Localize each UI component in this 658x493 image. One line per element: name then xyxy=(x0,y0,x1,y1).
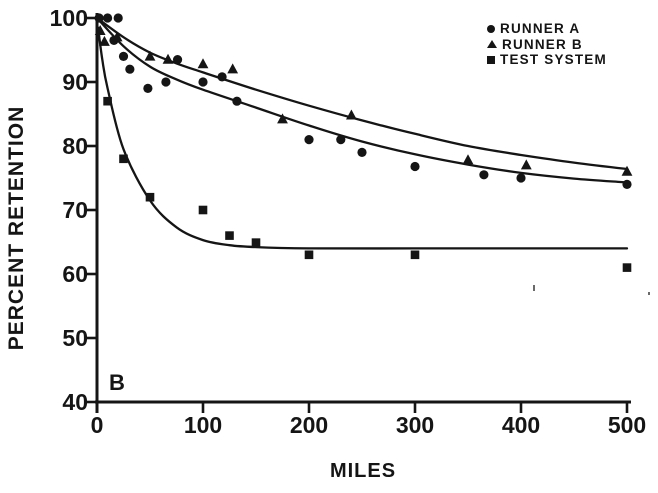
legend-label: RUNNER B xyxy=(502,36,583,52)
circle-data-marker xyxy=(304,135,314,145)
circle-data-marker xyxy=(143,83,153,93)
scan-artifact xyxy=(533,285,535,291)
legend-label: TEST SYSTEM xyxy=(500,52,607,68)
x-axis-title: MILES xyxy=(329,460,397,482)
circle-data-marker xyxy=(410,161,420,172)
scan-artifact xyxy=(648,292,650,295)
legend: RUNNER A RUNNER B TEST SYSTEM xyxy=(487,21,607,68)
circle-data-marker xyxy=(125,64,135,74)
x-tick-label: 100 xyxy=(184,412,222,438)
circle-data-marker xyxy=(172,55,183,65)
y-tick-label: 70 xyxy=(62,197,88,223)
square-data-marker xyxy=(410,250,420,260)
circle-data-marker xyxy=(113,13,123,23)
y-tick-label: 90 xyxy=(62,69,88,95)
circle-data-marker xyxy=(516,173,526,183)
x-tick-label: 400 xyxy=(502,412,540,438)
y-tick-label: 80 xyxy=(62,133,88,159)
y-tick-label: 100 xyxy=(50,5,88,31)
y-tick-label: 40 xyxy=(62,389,88,415)
y-axis-title: PERCENT RETENTION xyxy=(5,105,28,351)
circle-data-marker xyxy=(336,135,346,145)
square-data-marker xyxy=(622,263,632,272)
triangle-data-marker xyxy=(99,35,110,46)
y-tick-label: 50 xyxy=(62,325,88,351)
circle-data-marker xyxy=(217,72,227,82)
legend-label: RUNNER A xyxy=(500,21,581,37)
circle-data-marker xyxy=(103,13,113,23)
circle-data-marker xyxy=(622,179,632,189)
circle-marker-icon xyxy=(487,24,495,33)
x-tick-label: 200 xyxy=(290,412,328,438)
square-data-marker xyxy=(304,250,314,260)
triangle-data-marker xyxy=(227,63,239,74)
triangle-data-marker xyxy=(94,25,106,35)
circle-data-marker xyxy=(479,170,489,180)
triangle-marker-icon xyxy=(487,40,497,49)
x-tick-label: 300 xyxy=(396,412,434,438)
triangle-data-marker xyxy=(162,53,174,64)
triangle-data-marker xyxy=(144,50,156,61)
triangle-data-marker xyxy=(111,31,123,42)
circle-data-marker xyxy=(357,147,367,157)
y-tick-label: 60 xyxy=(62,261,88,287)
square-data-marker xyxy=(251,238,261,247)
square-data-marker xyxy=(119,154,128,164)
x-tick-label: 500 xyxy=(608,412,646,438)
panel-label: B xyxy=(109,370,125,395)
x-tick-label: 0 xyxy=(91,412,104,438)
legend-item-runner-a: RUNNER A xyxy=(487,21,607,37)
circle-data-marker xyxy=(161,77,171,87)
triangle-data-marker xyxy=(197,58,209,69)
fit-curve-test-system xyxy=(96,26,629,250)
legend-item-runner-b: RUNNER B xyxy=(487,37,607,53)
square-data-marker xyxy=(145,192,155,202)
fit-curve-runner-a xyxy=(95,16,629,184)
square-data-marker xyxy=(225,231,234,240)
circle-data-marker xyxy=(198,77,208,87)
circle-data-marker xyxy=(118,51,129,62)
legend-item-test-system: TEST SYSTEM xyxy=(487,52,607,68)
circle-data-marker xyxy=(232,96,242,106)
triangle-data-marker xyxy=(520,159,532,170)
triangle-data-marker xyxy=(277,113,288,124)
square-data-marker xyxy=(103,96,112,106)
triangle-data-marker xyxy=(346,109,357,120)
triangle-data-marker xyxy=(621,165,633,176)
triangle-data-marker xyxy=(462,154,474,165)
circle-data-marker xyxy=(94,13,104,23)
square-data-marker xyxy=(198,205,208,215)
square-marker-icon xyxy=(487,55,495,64)
